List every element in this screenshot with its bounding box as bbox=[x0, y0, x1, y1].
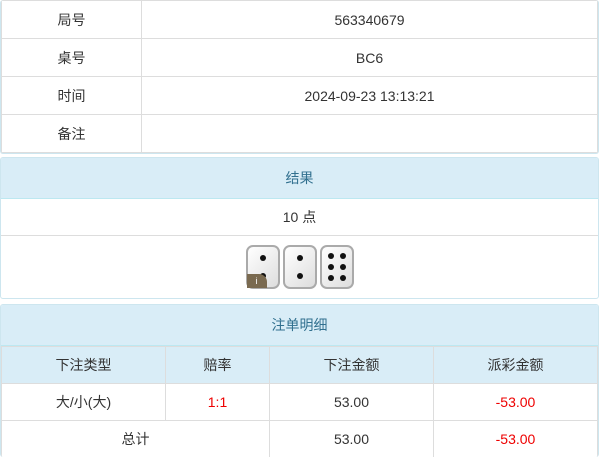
die-pip bbox=[327, 264, 334, 270]
info-row-table-id: 桌号 BC6 bbox=[1, 38, 598, 77]
col-odds: 赔率 bbox=[165, 346, 270, 384]
die-pip bbox=[296, 272, 303, 279]
info-row-remark: 备注 bbox=[1, 114, 598, 153]
bet-details-title: 注单明细 bbox=[1, 305, 598, 346]
result-panel: 结果 10 点 i bbox=[0, 157, 599, 299]
die-face-2: i bbox=[245, 245, 280, 289]
die-pip bbox=[296, 255, 303, 262]
die-pip bbox=[327, 252, 334, 259]
die-pip bbox=[339, 264, 346, 270]
die-pip bbox=[339, 252, 346, 259]
col-amount: 下注金额 bbox=[269, 346, 434, 384]
col-payout: 派彩金额 bbox=[433, 346, 598, 384]
die-face-6 bbox=[319, 245, 354, 289]
round-info-table: 局号 563340679 桌号 BC6 时间 2024-09-23 13:13:21 … bbox=[1, 0, 598, 153]
round-info-panel: 局号 563340679 桌号 BC6 时间 2024-09-23 13:13:21 … bbox=[0, 0, 599, 154]
table-row: 大/小(大) 1:1 53.00 -53.00 bbox=[1, 383, 598, 421]
die-pip bbox=[327, 275, 334, 282]
bet-details-table: 下注类型 赔率 下注金额 派彩金额 大/小(大) 1:1 53.00 -53.0… bbox=[1, 346, 598, 457]
dice-display: i bbox=[1, 236, 598, 298]
result-points: 10 点 bbox=[1, 199, 598, 236]
info-row-time: 时间 2024-09-23 13:13:21 bbox=[1, 76, 598, 115]
info-icon[interactable]: i bbox=[246, 274, 267, 288]
bet-details-panel: 注单明细 下注类型 赔率 下注金额 派彩金额 大/小(大) 1:1 53.00 … bbox=[0, 304, 599, 457]
die-pip bbox=[339, 275, 346, 282]
result-title: 结果 bbox=[1, 158, 598, 199]
total-row: 总计 53.00 -53.00 bbox=[1, 420, 598, 457]
col-bet-type: 下注类型 bbox=[1, 346, 166, 384]
die-pip bbox=[259, 255, 266, 262]
info-row-round-id: 局号 563340679 bbox=[1, 0, 598, 39]
die-face-2 bbox=[282, 245, 317, 289]
